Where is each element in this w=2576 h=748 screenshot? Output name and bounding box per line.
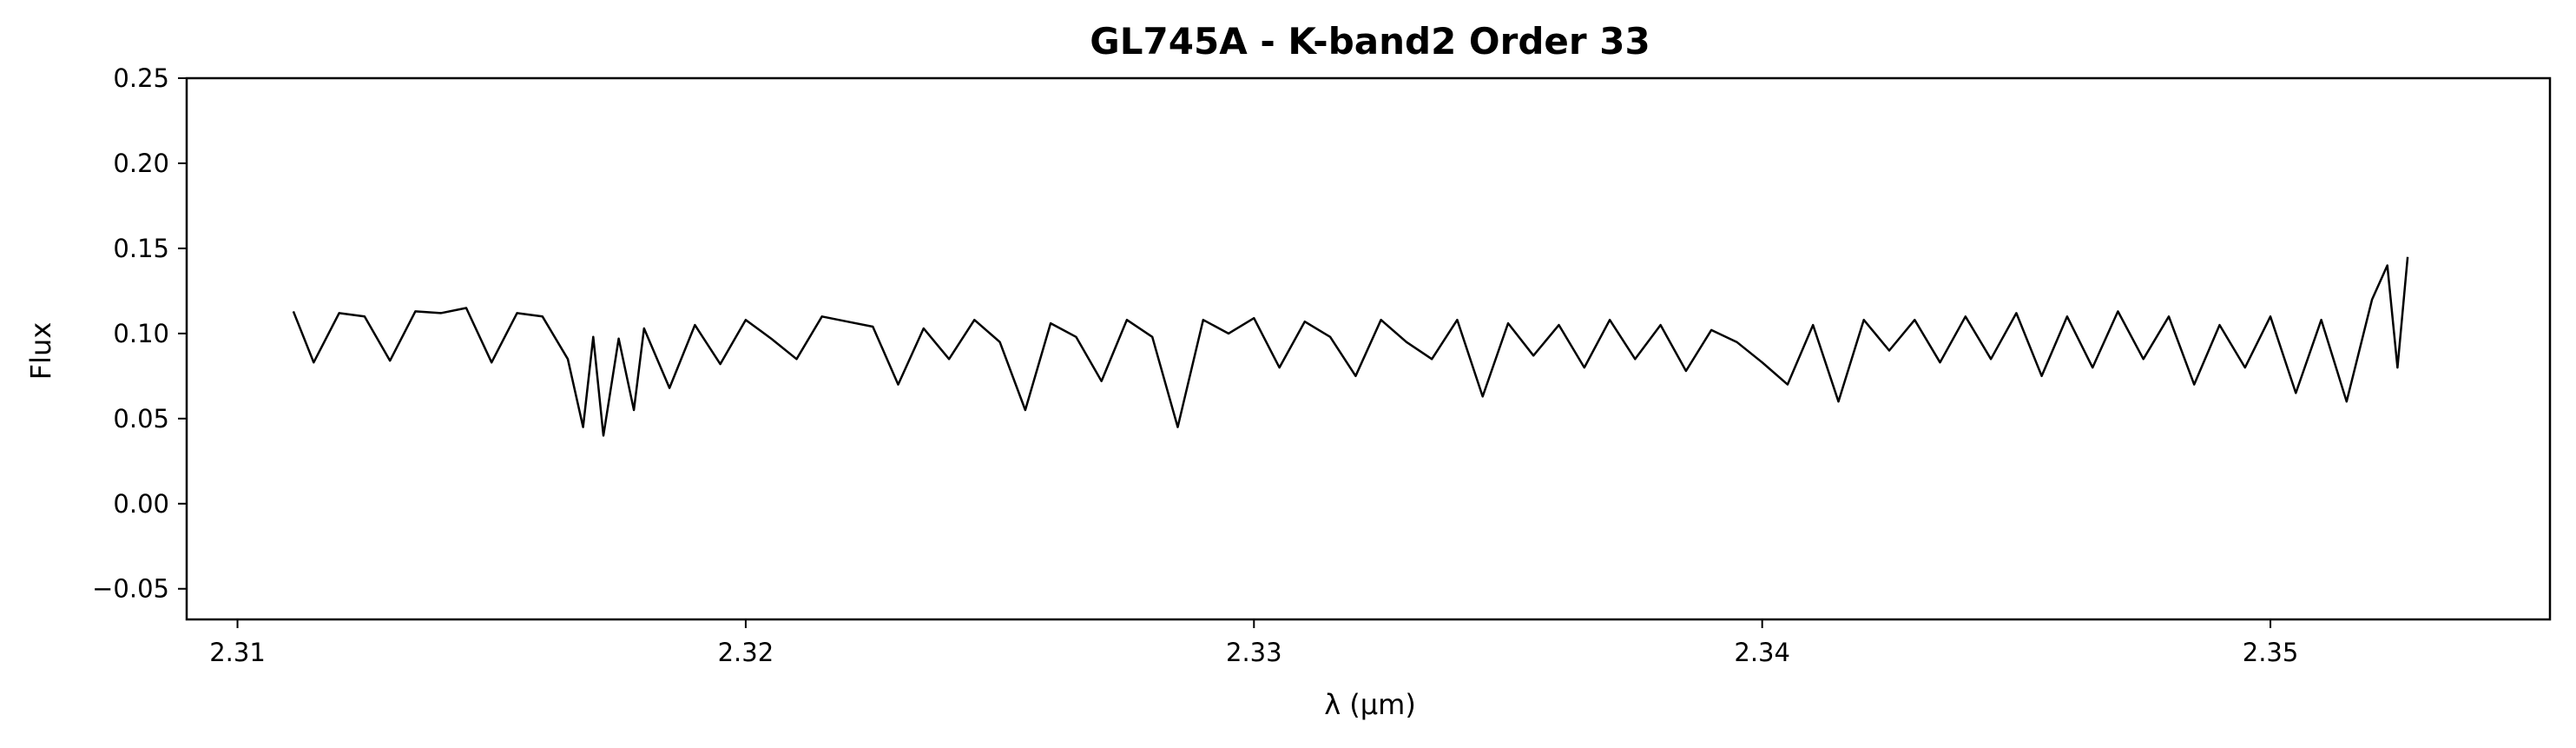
y-tick-label: 0.25 (113, 63, 169, 93)
y-axis-label: Flux (24, 322, 57, 381)
y-tick-label: −0.05 (92, 574, 169, 604)
x-tick-label: 2.34 (1734, 638, 1790, 667)
y-tick-label: 0.15 (113, 234, 169, 263)
y-tick-label: 0.05 (113, 404, 169, 434)
series-line-0 (292, 256, 2409, 437)
ticks: 2.31 2.32 2.33 2.34 2.35 −0.05 0.00 0.05 0.10 0.1… (92, 63, 2298, 667)
axes-frame (185, 76, 2552, 621)
x-axis-label: λ (μm) (1324, 688, 1416, 721)
x-tick-label: 2.32 (718, 638, 774, 667)
plot-area (292, 256, 2409, 437)
x-tick-label: 2.35 (2243, 638, 2299, 667)
chart-title: GL745A - K-band2 Order 33 (1090, 20, 1650, 63)
x-tick-label: 2.33 (1226, 638, 1282, 667)
y-tick-label: 0.10 (113, 319, 169, 348)
y-tick-label: 0.20 (113, 149, 169, 178)
y-tick-label: 0.00 (113, 489, 169, 519)
x-tick-label: 2.31 (209, 638, 266, 667)
